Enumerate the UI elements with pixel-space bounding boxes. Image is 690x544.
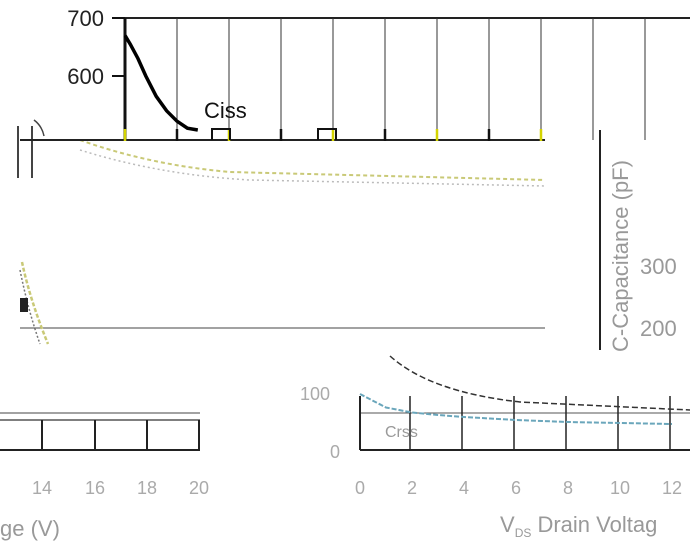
- baseline-bump: [211, 128, 231, 140]
- right-x-tick-labels: 0 2 4 6 8 10 12: [355, 478, 682, 498]
- left-x-tick-0: 14: [32, 478, 52, 498]
- baseline-bump: [317, 128, 337, 140]
- faded-y-tick-0: 0: [330, 442, 340, 462]
- right-x-tick-label: 8: [563, 478, 573, 498]
- left-x-axis-label: ge (V): [0, 516, 60, 541]
- right-x-tick-label: 10: [610, 478, 630, 498]
- right-y-tick-200: 200: [640, 316, 677, 341]
- faded-overlay-band: [17, 119, 546, 187]
- xlabel-rest: Drain Voltag: [531, 512, 657, 537]
- xlabel-subscript: DS: [515, 526, 532, 540]
- right-y-tick-300: 300: [640, 254, 677, 279]
- y-tick-600: 600: [67, 64, 104, 89]
- ciss-series-line: [123, 34, 199, 132]
- baseline-bumps: [20, 128, 545, 141]
- right-x-tick-label: 4: [459, 478, 469, 498]
- faded-right-axis: C-Capacitance (pF) 300 200: [599, 130, 677, 352]
- faded-y-tick-100: 100: [300, 384, 330, 404]
- right-y-axis-label: C-Capacitance (pF): [608, 160, 633, 352]
- right-x-axis-label: VDS Drain Voltag: [500, 512, 657, 540]
- right-x-tick-label: 12: [662, 478, 682, 498]
- main-plot: 700 600 Ciss: [20, 6, 690, 141]
- right-x-tick-label: 2: [407, 478, 417, 498]
- left-x-tick-2: 18: [137, 478, 157, 498]
- left-x-tick-1: 16: [85, 478, 105, 498]
- ciss-label: Ciss: [204, 98, 247, 123]
- right-x-tick-label: 6: [511, 478, 521, 498]
- left-x-tick-3: 20: [189, 478, 209, 498]
- crss-label: Crss: [385, 424, 418, 441]
- main-grid: [176, 18, 646, 140]
- faded-left-miniplot: [19, 261, 545, 345]
- right-x-tick-label: 0: [355, 478, 365, 498]
- y-tick-700: 700: [67, 6, 104, 31]
- faded-bottom-left-axis: 14 16 18 20 ge (V): [0, 412, 209, 541]
- faded-bottom-right-axis: 100 0 Crss 0 2 4 6 8 10 12 VDS Drain Voltag: [300, 355, 690, 540]
- faded-series-line: [359, 393, 673, 425]
- xlabel-v: V: [500, 512, 515, 537]
